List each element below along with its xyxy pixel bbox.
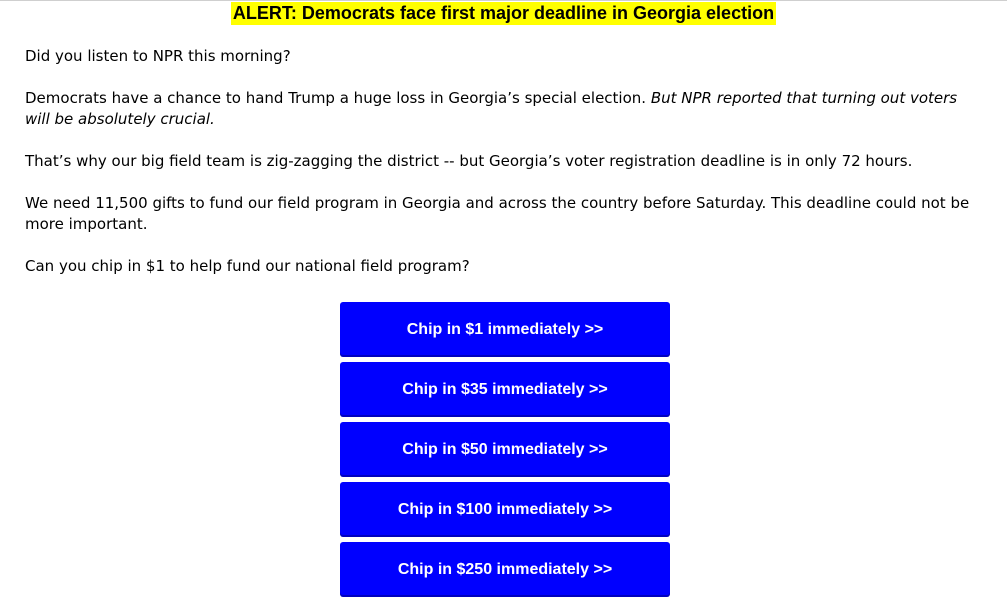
paragraph-gift-goal: We need 11,500 gifts to fund our field p… xyxy=(25,194,970,233)
donate-50-button[interactable]: Chip in $50 immediately >> xyxy=(340,422,670,477)
paragraph-npr-question: Did you listen to NPR this morning? xyxy=(25,47,291,65)
paragraph-field-team: That’s why our big field team is zig-zag… xyxy=(25,152,913,170)
donate-100-button[interactable]: Chip in $100 immediately >> xyxy=(340,482,670,537)
email-body: Did you listen to NPR this morning? Demo… xyxy=(25,46,975,298)
alert-headline: ALERT: Democrats face first major deadli… xyxy=(230,2,777,25)
donate-1-button[interactable]: Chip in $1 immediately >> xyxy=(340,302,670,357)
paragraph-georgia-election-text: Democrats have a chance to hand Trump a … xyxy=(25,89,651,107)
donate-250-button[interactable]: Chip in $250 immediately >> xyxy=(340,542,670,597)
paragraph-chip-in-ask: Can you chip in $1 to help fund our nati… xyxy=(25,257,470,275)
headline-container: ALERT: Democrats face first major deadli… xyxy=(0,2,1007,25)
top-divider xyxy=(0,0,1007,1)
donation-buttons: Chip in $1 immediately >> Chip in $35 im… xyxy=(340,302,670,602)
donate-35-button[interactable]: Chip in $35 immediately >> xyxy=(340,362,670,417)
paragraph-georgia-election: Democrats have a chance to hand Trump a … xyxy=(25,88,975,130)
paragraph-georgia-election-italic: But NPR reported that turning out voters… xyxy=(25,89,958,128)
